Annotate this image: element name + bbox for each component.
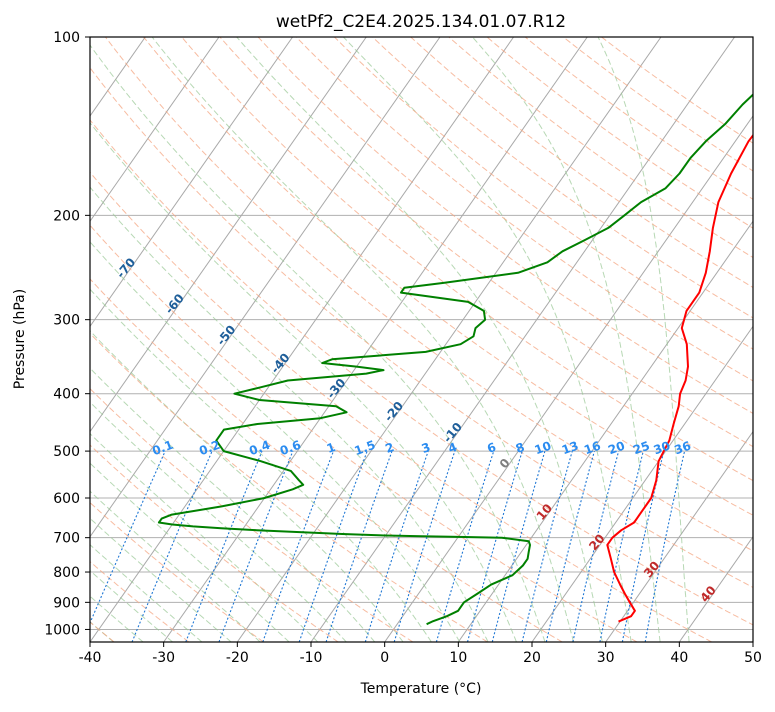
x-tick-label: 40 bbox=[670, 650, 688, 666]
y-tick-label: 200 bbox=[53, 208, 80, 224]
x-axis-label: Temperature (°C) bbox=[360, 681, 482, 697]
x-tick-label: 30 bbox=[597, 650, 615, 666]
x-tick-label: 50 bbox=[744, 650, 762, 666]
x-tick-label: -40 bbox=[79, 650, 102, 666]
y-tick-label: 800 bbox=[53, 565, 80, 581]
y-tick-label: 400 bbox=[53, 387, 80, 403]
y-tick-label: 700 bbox=[53, 531, 80, 547]
x-tick-label: -20 bbox=[226, 650, 249, 666]
y-tick-label: 100 bbox=[53, 30, 80, 46]
y-axis-label: Pressure (hPa) bbox=[12, 289, 28, 389]
x-tick-label: -30 bbox=[152, 650, 175, 666]
x-tick-label: -10 bbox=[300, 650, 323, 666]
chart-title: wetPf2_C2E4.2025.134.01.07.R12 bbox=[276, 12, 566, 32]
y-tick-label: 900 bbox=[53, 595, 80, 611]
y-tick-label: 300 bbox=[53, 313, 80, 329]
x-tick-label: 20 bbox=[523, 650, 541, 666]
y-tick-label: 500 bbox=[53, 444, 80, 460]
y-tick-label: 1000 bbox=[44, 622, 80, 638]
x-tick-label: 0 bbox=[380, 650, 389, 666]
x-tick-label: 10 bbox=[449, 650, 467, 666]
y-tick-label: 600 bbox=[53, 491, 80, 507]
